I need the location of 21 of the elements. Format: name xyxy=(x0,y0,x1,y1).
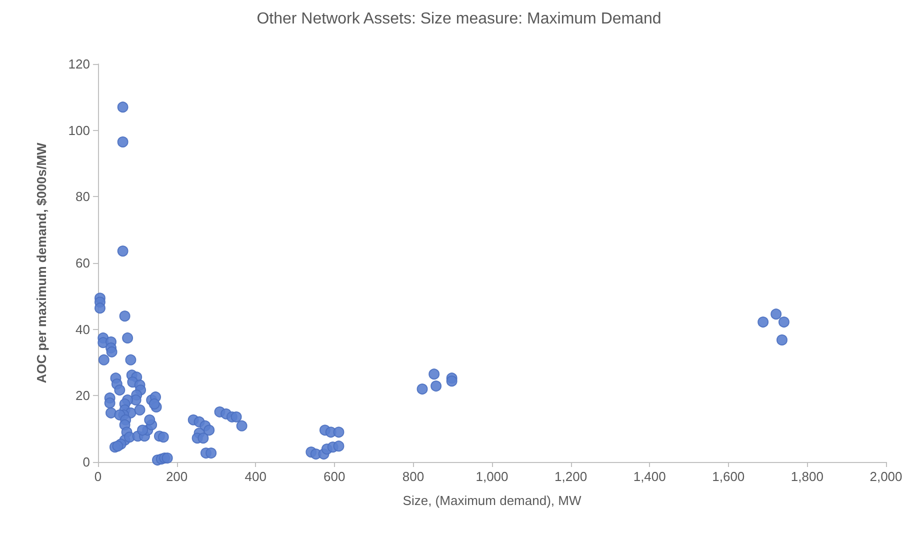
x-tick-label: 200 xyxy=(166,469,188,484)
x-axis-title: Size, (Maximum demand), MW xyxy=(402,493,582,508)
x-tick-label: 400 xyxy=(244,469,266,484)
x-tick-label: 1,000 xyxy=(476,469,508,484)
y-tick-label: 100 xyxy=(68,122,90,138)
y-tick-label: 60 xyxy=(76,256,90,270)
chart-title: Other Network Assets: Size measure: Maximum Demand xyxy=(256,10,662,28)
x-tick-label: 1,600 xyxy=(712,469,745,484)
y-tick-label: 120 xyxy=(68,56,90,72)
x-tick-label: 2,000 xyxy=(870,469,902,484)
x-tick-label: 1,400 xyxy=(633,469,666,484)
y-tick-label: 80 xyxy=(76,189,90,204)
y-axis-title: AOC per maximum demand, $000s/MW xyxy=(34,142,49,384)
y-tick-label: 0 xyxy=(82,454,90,470)
x-tick-label: 600 xyxy=(324,469,346,484)
x-tick-label: 1,800 xyxy=(790,469,824,484)
y-tick-label: 40 xyxy=(76,322,90,337)
x-tick-label: 0 xyxy=(94,469,102,484)
x-tick-label: 1,200 xyxy=(554,469,588,484)
y-tick-label: 20 xyxy=(76,388,90,404)
x-tick-label: 800 xyxy=(402,469,424,484)
